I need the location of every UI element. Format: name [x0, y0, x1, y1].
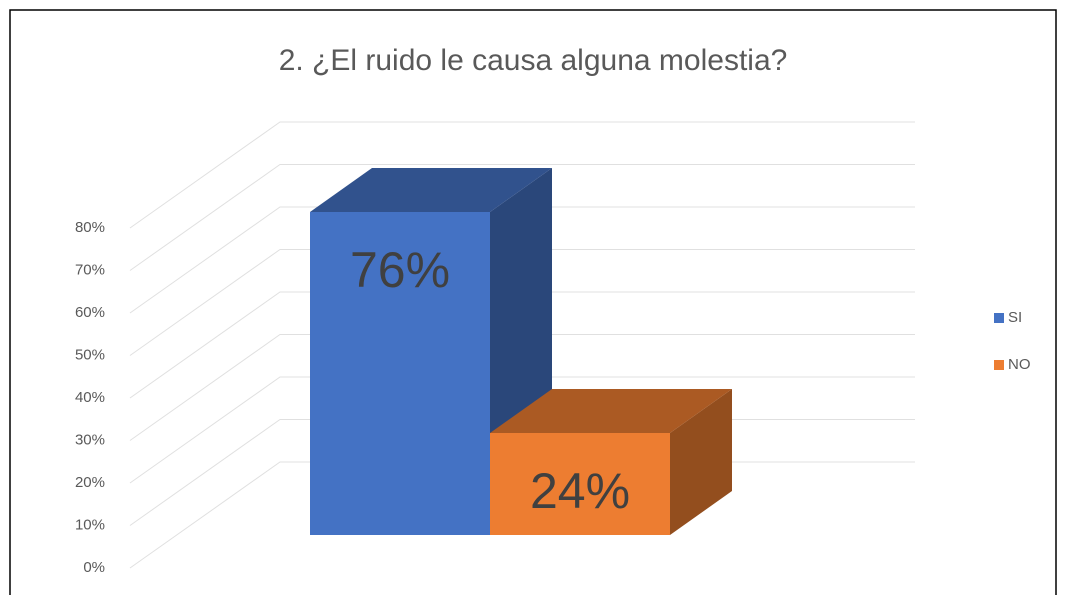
y-tick-label: 40% [75, 389, 105, 406]
grid-line [129, 206, 915, 314]
bar [310, 212, 490, 535]
chart-title: 2. ¿El ruido le causa alguna molestia? [279, 44, 788, 77]
y-tick-label: 70% [75, 261, 105, 278]
bar-side [670, 389, 732, 535]
legend-label: SI [1008, 309, 1022, 326]
bar-top [310, 168, 552, 212]
y-tick-label: 60% [75, 304, 105, 321]
value-label: 76% [350, 242, 450, 298]
legend-swatch [994, 313, 1004, 323]
grid-line [129, 249, 915, 356]
y-tick-label: 10% [75, 516, 105, 533]
grid-line [129, 121, 915, 229]
y-tick-label: 20% [75, 474, 105, 491]
grid-line [129, 334, 915, 441]
grid-line [129, 164, 915, 271]
grid-line [129, 291, 915, 399]
y-tick-label: 50% [75, 346, 105, 363]
bar [490, 433, 670, 535]
y-tick-label: 80% [75, 219, 105, 236]
legend-swatch [994, 360, 1004, 370]
value-label: 24% [530, 463, 630, 519]
bar-top [490, 389, 732, 433]
y-tick-label: 30% [75, 431, 105, 448]
grid-line [129, 376, 915, 484]
legend-label: NO [1008, 356, 1031, 373]
y-tick-label: 0% [83, 559, 105, 576]
